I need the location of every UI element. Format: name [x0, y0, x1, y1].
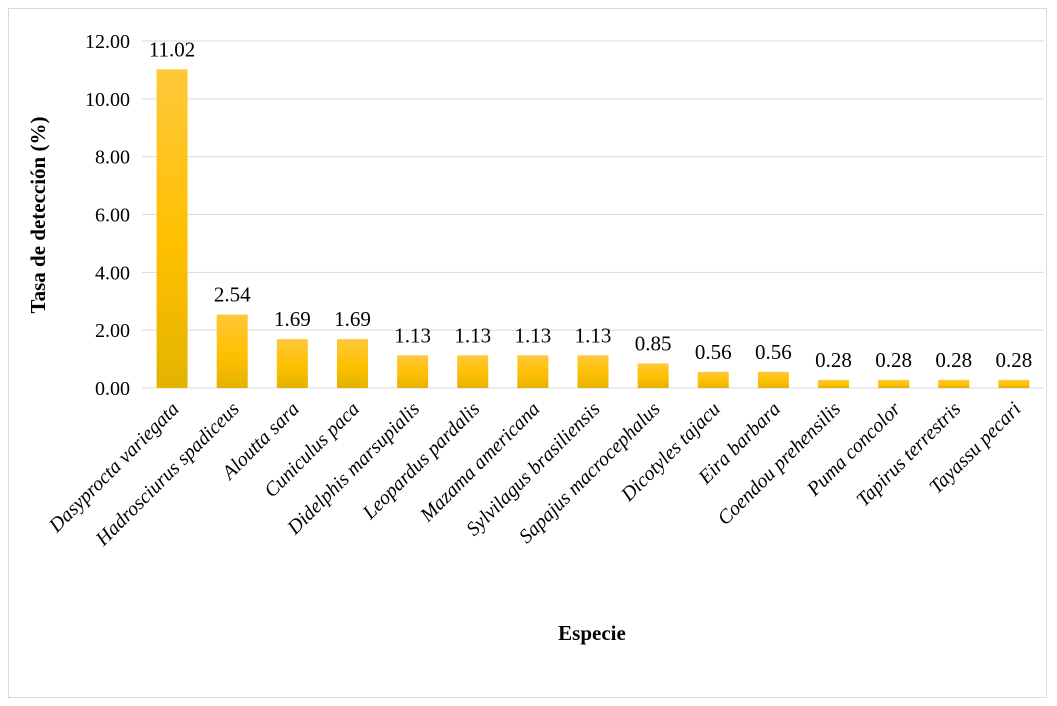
bar — [637, 363, 669, 388]
data-label: 1.13 — [394, 323, 431, 347]
bars — [156, 69, 1030, 389]
bar — [938, 379, 970, 388]
bar — [276, 339, 308, 388]
data-label: 11.02 — [149, 37, 195, 61]
data-label: 0.28 — [815, 348, 852, 372]
y-tick-label: 10.00 — [85, 89, 130, 111]
y-tick-label: 8.00 — [95, 147, 130, 169]
bar — [397, 355, 429, 388]
data-label: 1.13 — [454, 323, 491, 347]
data-label: 1.69 — [334, 307, 371, 331]
y-tick-label: 12.00 — [85, 31, 130, 53]
bar — [216, 314, 248, 388]
bar — [457, 355, 489, 388]
y-tick-label: 6.00 — [95, 205, 130, 227]
y-axis-title: Tasa de detección (%) — [26, 117, 50, 314]
bar — [878, 379, 910, 388]
y-tick-label: 0.00 — [95, 378, 130, 400]
data-label: 1.13 — [514, 323, 551, 347]
x-axis-title: Especie — [558, 621, 626, 645]
category-label: Tapirus terrestris — [852, 398, 965, 511]
bar — [818, 379, 850, 388]
data-label: 0.56 — [695, 340, 732, 364]
y-tick-labels: 0.00 2.00 4.00 6.00 8.00 10.00 12.00 — [85, 31, 130, 400]
data-label: 1.69 — [274, 307, 311, 331]
bar — [156, 69, 188, 389]
data-label: 0.56 — [755, 340, 792, 364]
data-label: 0.28 — [935, 348, 972, 372]
bar — [517, 355, 549, 388]
bar — [577, 355, 609, 388]
bar — [336, 339, 368, 388]
y-tick-label: 4.00 — [95, 262, 130, 284]
data-label: 1.13 — [575, 323, 612, 347]
data-labels: 11.02 2.54 1.69 1.69 1.13 1.13 1.13 1.13 0.85 0.5… — [149, 37, 1032, 372]
data-label: 0.28 — [996, 348, 1033, 372]
bar — [697, 371, 729, 388]
data-label: 0.28 — [875, 348, 912, 372]
y-tick-label: 2.00 — [95, 320, 130, 342]
bar — [998, 379, 1030, 388]
data-label: 2.54 — [214, 283, 251, 307]
bar — [757, 371, 789, 388]
data-label: 0.85 — [635, 331, 672, 355]
